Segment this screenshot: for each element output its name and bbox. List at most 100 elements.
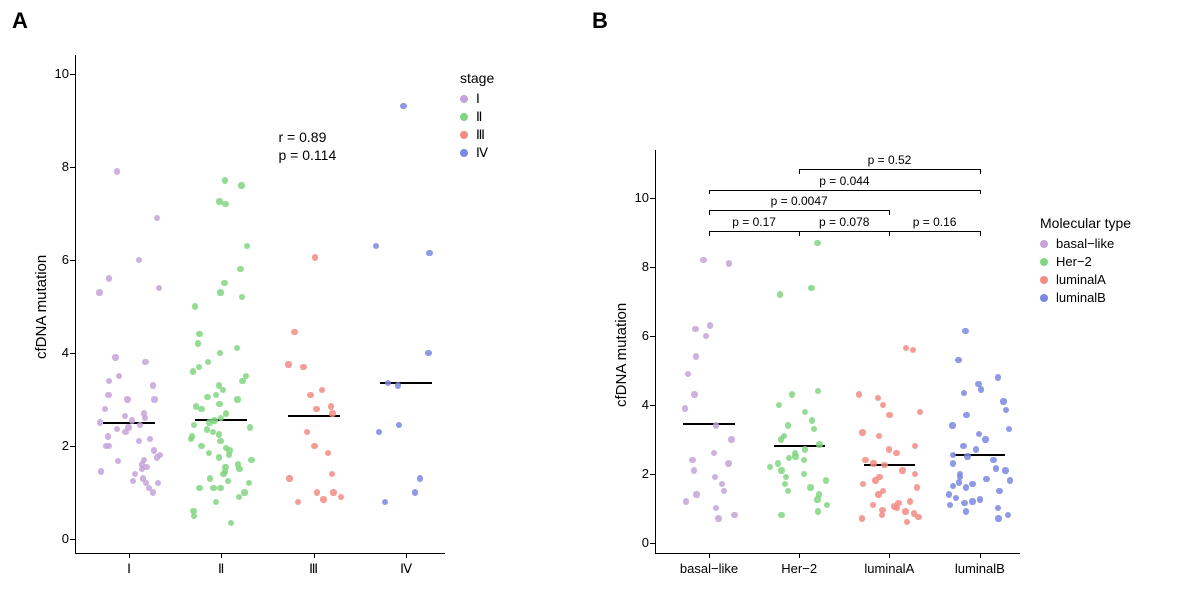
data-point: [862, 457, 868, 463]
data-point: [969, 481, 975, 487]
legend-label: Ⅳ: [476, 144, 488, 162]
data-point: [876, 433, 882, 439]
data-point: [801, 471, 807, 477]
data-point: [995, 515, 1001, 521]
data-point: [151, 447, 157, 453]
data-point: [313, 406, 319, 412]
data-point: [963, 412, 969, 418]
data-point: [248, 457, 254, 463]
data-point: [105, 433, 111, 439]
correlation-p: p = 0.114: [279, 147, 337, 163]
ytick-label: 8: [47, 159, 69, 174]
xtick: [799, 553, 800, 558]
legend-label: Ⅲ: [476, 126, 485, 144]
xtick-label: luminalA: [844, 561, 934, 576]
pvalue-label: p = 0.0047: [754, 194, 844, 208]
data-point: [963, 508, 969, 514]
data-point: [196, 364, 202, 370]
data-point: [238, 182, 244, 188]
data-point: [328, 403, 334, 409]
data-point: [899, 467, 905, 473]
pvalue-label: p = 0.078: [799, 215, 889, 229]
legend-label: basal−like: [1056, 235, 1114, 253]
comparison-bracket: [980, 169, 981, 174]
legend: stageⅠⅡⅢⅣ: [460, 70, 494, 162]
data-point: [775, 460, 781, 466]
ytick-label: 6: [47, 252, 69, 267]
median-line: [954, 454, 1005, 456]
legend-item: basal−like: [1040, 235, 1131, 253]
data-point: [216, 431, 222, 437]
data-point: [700, 257, 706, 263]
comparison-bracket: [799, 169, 800, 174]
data-point: [814, 240, 820, 246]
data-point: [856, 391, 862, 397]
comparison-bracket: [709, 190, 980, 191]
ytick: [70, 74, 75, 75]
data-point: [106, 275, 112, 281]
xtick-label: Ⅱ: [176, 561, 266, 577]
data-point: [996, 488, 1002, 494]
ytick: [70, 353, 75, 354]
data-point: [816, 491, 822, 497]
data-point: [689, 457, 695, 463]
legend-label: luminalA: [1056, 271, 1106, 289]
data-point: [412, 489, 418, 495]
ytick: [650, 405, 655, 406]
data-point: [124, 396, 130, 402]
data-point: [228, 520, 234, 526]
data-point: [880, 402, 886, 408]
data-point: [816, 441, 822, 447]
ytick: [70, 167, 75, 168]
y-axis-label: cfDNA mutation: [613, 302, 630, 406]
data-point: [978, 386, 984, 392]
data-point: [142, 359, 148, 365]
data-point: [311, 443, 317, 449]
data-point: [973, 446, 979, 452]
data-point: [993, 465, 999, 471]
data-point: [247, 424, 253, 430]
legend-item: Ⅱ: [460, 108, 494, 126]
data-point: [961, 500, 967, 506]
data-point: [198, 406, 204, 412]
data-point: [725, 460, 731, 466]
data-point: [237, 266, 243, 272]
data-point: [286, 475, 292, 481]
ytick-label: 8: [627, 259, 649, 274]
data-point: [802, 409, 808, 415]
y-axis-label: cfDNA mutation: [33, 255, 50, 359]
xtick-label: luminalB: [935, 561, 1025, 576]
data-point: [914, 484, 920, 490]
comparison-bracket: [799, 169, 980, 170]
data-point: [809, 417, 815, 423]
data-point: [320, 496, 326, 502]
data-point: [715, 515, 721, 521]
data-point: [990, 457, 996, 463]
panel-label-a: A: [12, 8, 28, 34]
data-point: [807, 484, 813, 490]
data-point: [217, 485, 223, 491]
data-point: [216, 454, 222, 460]
ytick: [650, 336, 655, 337]
data-point: [307, 392, 313, 398]
legend-label: Ⅱ: [476, 108, 482, 126]
ytick-label: 2: [47, 438, 69, 453]
data-point: [373, 243, 379, 249]
ytick-label: 2: [627, 466, 649, 481]
data-point: [778, 512, 784, 518]
legend-swatch: [1040, 276, 1048, 284]
data-point: [1007, 477, 1013, 483]
legend-swatch: [460, 149, 468, 157]
legend-item: luminalA: [1040, 271, 1131, 289]
data-point: [196, 331, 202, 337]
data-point: [953, 495, 959, 501]
legend-item: Ⅳ: [460, 144, 494, 162]
xtick: [889, 553, 890, 558]
comparison-bracket: [980, 231, 981, 236]
data-point: [216, 198, 222, 204]
data-point: [691, 467, 697, 473]
data-point: [312, 254, 318, 260]
data-point: [907, 498, 913, 504]
data-point: [190, 368, 196, 374]
legend-swatch: [460, 95, 468, 103]
